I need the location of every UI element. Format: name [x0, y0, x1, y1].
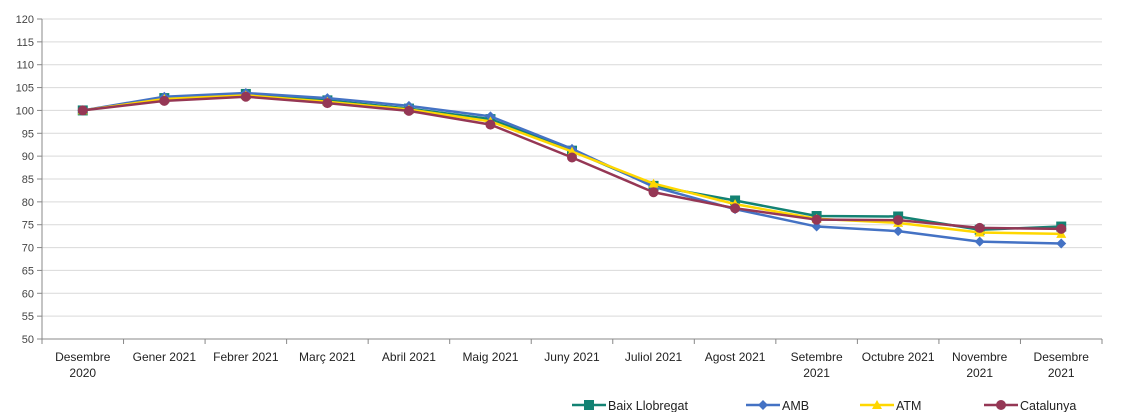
data-point: [567, 152, 577, 163]
x-tick-label: Desembre 2020: [55, 350, 111, 380]
x-tick-label-line: Desembre: [55, 350, 111, 364]
legend-label: Baix Llobregat: [608, 399, 688, 412]
y-tick-label: 100: [16, 105, 34, 117]
x-tick-label-line: 2021: [966, 366, 993, 380]
x-tick-label-line: 2021: [1048, 366, 1075, 380]
data-point: [893, 226, 904, 237]
grid-lines: [42, 18, 1102, 317]
y-tick-label: 60: [22, 288, 34, 300]
data-point: [240, 91, 251, 102]
legend-swatch-marker: [584, 400, 594, 410]
y-tick-label: 115: [16, 37, 34, 49]
x-tick-label: Maig 2021: [462, 350, 518, 364]
x-tick-label-line: Febrer 2021: [213, 350, 279, 364]
data-point: [485, 111, 496, 122]
series-group: [77, 88, 1067, 249]
y-tick-label: 85: [22, 174, 34, 186]
y-tick-label: 95: [22, 128, 34, 140]
x-axis-ticks: Desembre 2020 Gener 2021 Febrer 2021 Març 20…: [41, 339, 1103, 380]
legend-item-amb: AMB: [746, 399, 809, 412]
x-tick-label: Octubre 2021: [862, 350, 935, 364]
x-tick-label-line: Setembre: [791, 350, 843, 364]
x-tick-label-line: Octubre 2021: [862, 350, 935, 364]
x-tick-label-line: Desembre: [1034, 350, 1090, 364]
x-tick-label-line: Juliol 2021: [625, 350, 683, 364]
data-point: [974, 222, 985, 233]
x-tick-label-line: Agost 2021: [705, 350, 766, 364]
y-tick-label: 120: [16, 14, 34, 26]
series-atm: [77, 90, 1067, 238]
y-tick-label: 65: [22, 265, 34, 277]
data-point: [322, 98, 333, 109]
data-point: [1056, 223, 1067, 234]
legend-item-atm: ATM: [860, 399, 921, 412]
y-tick-label: 105: [16, 83, 34, 95]
y-axis-ticks: 50 55 60 65 70 75 80 85 90 95 100 105 110 115 120: [16, 14, 42, 346]
data-point: [1056, 238, 1067, 249]
data-point: [648, 178, 659, 188]
y-tick-label: 75: [22, 220, 34, 232]
legend-swatch-marker: [758, 400, 768, 410]
x-tick-label: Març 2021: [299, 350, 356, 364]
legend-swatch-marker: [996, 400, 1006, 410]
series-catalunya: [77, 91, 1067, 234]
y-tick-label: 110: [16, 60, 34, 72]
legend-item-baix-llobregat: Baix Llobregat: [572, 399, 688, 412]
series-line: [82, 95, 1062, 231]
x-tick-label: Novembre 2021: [952, 350, 1008, 380]
x-tick-label: Desembre 2021: [1034, 350, 1090, 380]
y-tick-label: 80: [22, 197, 34, 209]
data-point: [485, 119, 496, 130]
y-tick-label: 50: [22, 334, 34, 346]
legend-label: Catalunya: [1020, 399, 1076, 412]
x-tick-label-line: Gener 2021: [133, 350, 197, 364]
x-tick-label: Setembre 2021: [791, 350, 843, 380]
legend: Baix Llobregat AMB ATM Catalunya: [572, 399, 1076, 412]
legend-item-catalunya: Catalunya: [984, 399, 1076, 412]
x-tick-label-line: 2020: [69, 366, 96, 380]
data-point: [730, 203, 741, 214]
data-point: [648, 187, 659, 198]
legend-label: ATM: [896, 399, 921, 412]
data-point: [893, 215, 904, 226]
y-tick-label: 70: [22, 243, 34, 255]
data-point: [77, 105, 88, 116]
series-line: [82, 94, 1062, 236]
x-tick-label: Gener 2021: [133, 350, 197, 364]
x-tick-label: Agost 2021: [705, 350, 766, 364]
data-point: [811, 221, 822, 232]
y-tick-label: 90: [22, 151, 34, 163]
x-tick-label-line: 2021: [803, 366, 830, 380]
legend-swatch-marker: [872, 400, 882, 409]
x-tick-label: Juliol 2021: [625, 350, 683, 364]
data-point: [159, 95, 170, 106]
x-tick-label-line: Novembre: [952, 350, 1008, 364]
legend-label: AMB: [782, 399, 809, 412]
data-point: [811, 214, 822, 225]
data-point: [974, 236, 985, 247]
x-tick-label-line: Maig 2021: [462, 350, 518, 364]
x-tick-label: Juny 2021: [544, 350, 600, 364]
y-tick-label: 55: [22, 311, 34, 323]
x-tick-label-line: Març 2021: [299, 350, 356, 364]
data-point: [403, 105, 414, 116]
x-tick-label: Febrer 2021: [213, 350, 279, 364]
x-tick-label: Abril 2021: [382, 350, 436, 364]
x-tick-label-line: Abril 2021: [382, 350, 436, 364]
x-tick-label-line: Juny 2021: [544, 350, 600, 364]
